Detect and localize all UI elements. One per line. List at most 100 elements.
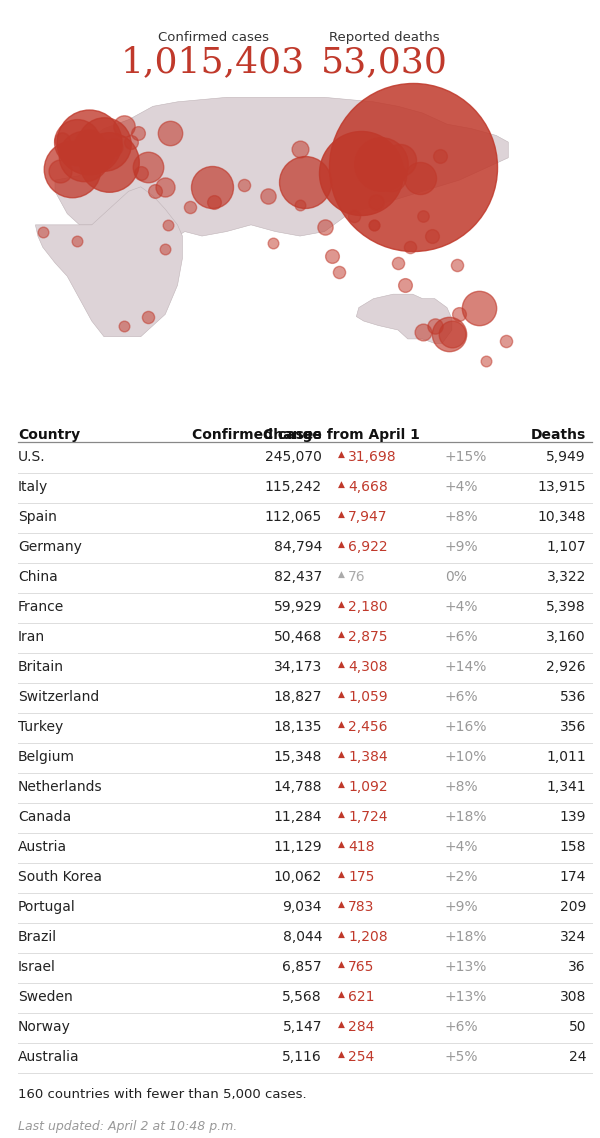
Text: 2,456: 2,456 [348,720,388,734]
Point [452,256,461,274]
Text: Brazil: Brazil [18,930,57,943]
Text: 174: 174 [560,869,586,884]
Text: Italy: Italy [18,480,48,494]
Point [163,216,173,234]
Point [295,140,305,158]
Text: 4,668: 4,668 [348,480,388,494]
Text: 175: 175 [348,869,374,884]
Point [119,316,128,335]
Point [415,168,425,187]
Point [295,196,305,214]
Point [207,178,217,196]
Text: 36: 36 [568,960,586,974]
Point [401,277,410,295]
Text: ▲: ▲ [338,629,345,638]
Text: 1,059: 1,059 [348,690,388,703]
Point [239,175,248,193]
Point [38,222,47,240]
Text: 5,116: 5,116 [282,1050,322,1064]
Point [119,117,128,135]
Text: ▲: ▲ [338,930,345,939]
Point [445,325,454,344]
Text: ▲: ▲ [338,900,345,909]
Polygon shape [55,98,508,236]
Text: +2%: +2% [445,869,479,884]
Text: 418: 418 [348,840,374,854]
Text: +4%: +4% [445,840,479,854]
Text: Reported deaths: Reported deaths [329,31,439,43]
Point [368,216,379,234]
Point [72,231,82,249]
Text: 59,929: 59,929 [274,600,322,613]
Text: +16%: +16% [445,720,487,734]
Text: +10%: +10% [445,750,487,764]
Text: Belgium: Belgium [18,750,75,764]
Text: 15,348: 15,348 [274,750,322,764]
Text: Portugal: Portugal [18,900,76,914]
Text: Confirmed cases: Confirmed cases [157,31,269,43]
Text: Sweden: Sweden [18,990,73,1004]
Point [501,332,511,351]
Text: 13,915: 13,915 [538,480,586,494]
Text: 5,398: 5,398 [547,600,586,613]
Point [334,263,344,281]
Point [126,133,136,151]
Text: 5,147: 5,147 [283,1020,322,1034]
Text: 139: 139 [560,810,586,824]
Text: 324: 324 [560,930,586,943]
Text: 31,698: 31,698 [348,450,397,463]
Text: ▲: ▲ [338,510,345,519]
Text: 84,794: 84,794 [274,539,322,554]
Point [143,307,153,325]
Text: 4,308: 4,308 [348,660,388,674]
Text: 536: 536 [560,690,586,703]
Text: Country: Country [18,428,80,442]
Point [406,238,415,256]
Point [85,133,94,151]
Point [263,187,273,205]
Text: U.S.: U.S. [18,450,46,463]
Text: China: China [18,570,58,584]
Point [349,207,359,225]
Text: 209: 209 [560,900,586,914]
Text: ▲: ▲ [338,810,345,819]
Text: ▲: ▲ [338,480,345,488]
Text: 2,875: 2,875 [348,629,388,644]
Text: 14,788: 14,788 [274,780,322,794]
Text: 1,208: 1,208 [348,930,388,943]
Text: 2,180: 2,180 [348,600,388,613]
Text: 10,062: 10,062 [274,869,322,884]
Point [160,240,170,258]
Text: 11,129: 11,129 [274,840,322,854]
Text: 76: 76 [348,570,365,584]
Text: +8%: +8% [445,510,479,523]
Text: 783: 783 [348,900,374,914]
Text: 356: 356 [560,720,586,734]
Text: +8%: +8% [445,780,479,794]
Text: Confirmed cases: Confirmed cases [193,428,322,442]
Text: 158: 158 [560,840,586,854]
Text: Norway: Norway [18,1020,71,1034]
Text: ▲: ▲ [338,840,345,849]
Polygon shape [35,187,182,337]
Point [395,151,405,170]
Text: +9%: +9% [445,539,479,554]
Text: 18,135: 18,135 [274,720,322,734]
Text: 8,044: 8,044 [283,930,322,943]
Point [320,218,329,237]
Text: 3,160: 3,160 [547,629,586,644]
Text: ▲: ▲ [338,780,345,789]
Text: +5%: +5% [445,1050,479,1064]
Point [430,316,440,335]
Text: 82,437: 82,437 [274,570,322,584]
Point [185,198,194,216]
Text: ▲: ▲ [338,660,345,669]
Point [160,178,170,196]
Text: 34,173: 34,173 [274,660,322,674]
Point [67,159,77,178]
Point [104,154,114,172]
Text: 765: 765 [348,960,374,974]
Text: Change from April 1: Change from April 1 [263,428,420,442]
Text: Spain: Spain [18,510,57,523]
Text: ▲: ▲ [338,990,345,999]
